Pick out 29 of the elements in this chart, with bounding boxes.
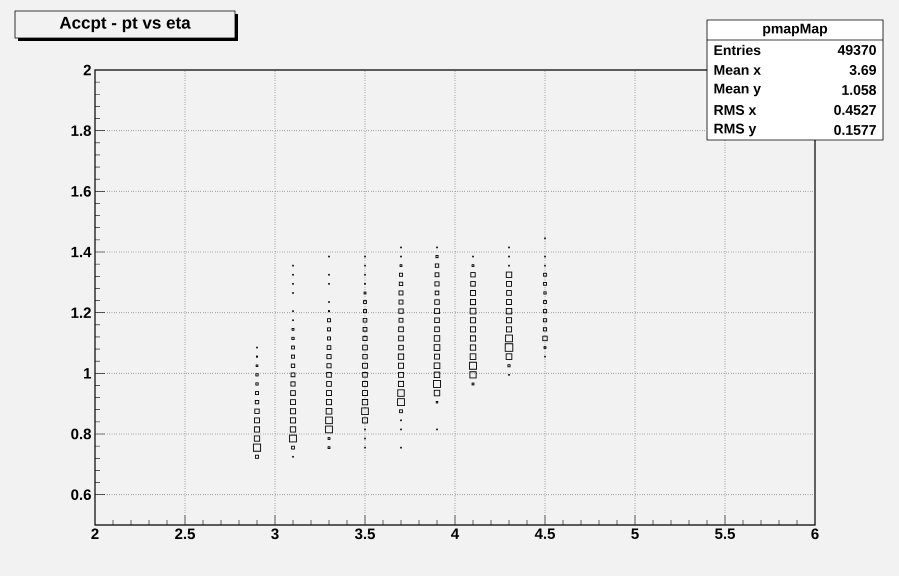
x-tick-label: 2 <box>91 528 99 540</box>
x-tick-label: 2.5 <box>175 528 196 540</box>
y-tick-label: 0.8 <box>71 428 91 440</box>
text: 49370 <box>838 45 876 55</box>
annotation: Mean y <box>714 84 761 96</box>
x-tick-label: 4 <box>451 528 460 539</box>
x-tick-label: 3.5 <box>354 528 376 540</box>
text: 1.058 <box>842 85 876 95</box>
text: 0.4527 <box>834 105 876 115</box>
y-tick-label: 1.6 <box>72 186 91 197</box>
x-tick-label: 6 <box>811 528 819 540</box>
text: Entries <box>714 44 760 56</box>
y-tick-label: 0.6 <box>71 489 91 500</box>
y-tick-label: 2 <box>84 64 91 76</box>
annotation: Mean x <box>714 65 761 75</box>
y-tick-label: 1 <box>84 368 92 378</box>
text: 0.1577 <box>834 125 876 135</box>
text: 3.69 <box>850 65 876 75</box>
annotation: RMS y <box>714 124 756 136</box>
x-tick-label: 4.5 <box>534 528 556 539</box>
annotation: RMS x <box>714 105 756 115</box>
x-tick-label: 3 <box>271 528 279 540</box>
y-tick-label: 1.4 <box>72 246 92 258</box>
y-tick-label: 1.8 <box>72 125 91 136</box>
chart-title: Accpt - pt vs eta <box>60 16 191 32</box>
x-tick-label: 5 <box>631 528 639 539</box>
text: pmapMap <box>763 24 828 36</box>
x-tick-label: 5.5 <box>715 528 736 539</box>
y-tick-label: 1.2 <box>72 307 91 318</box>
